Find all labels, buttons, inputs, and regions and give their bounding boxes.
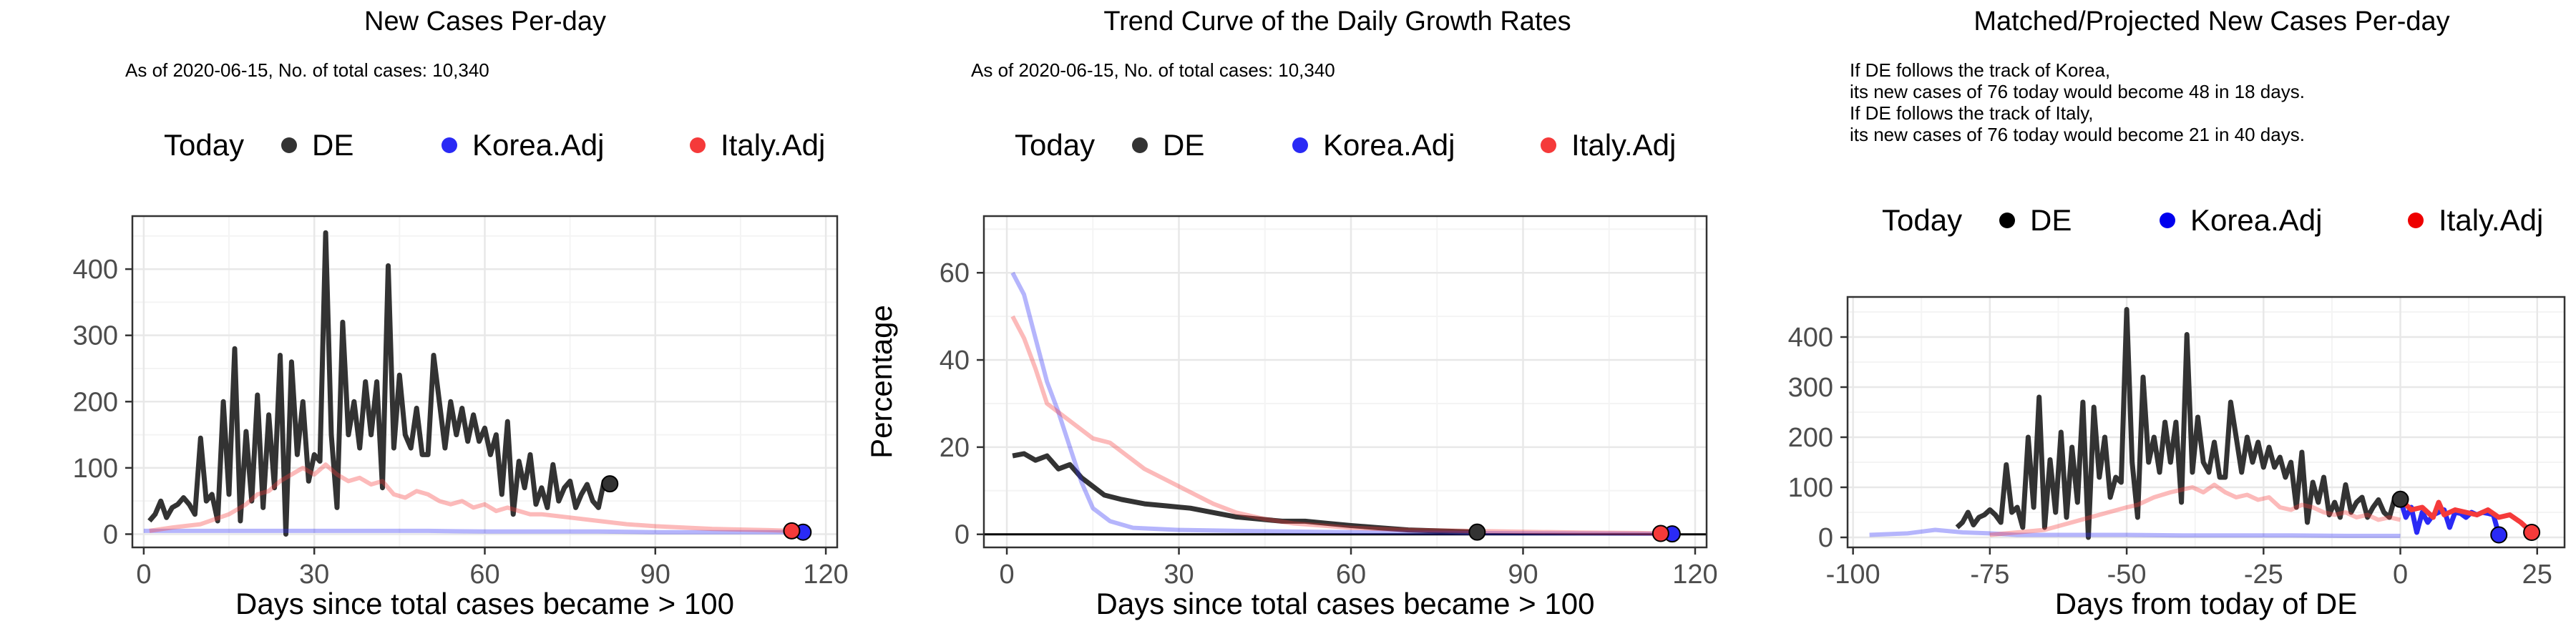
y-tick-label: 300	[73, 321, 118, 351]
chart-subtitle: As of 2020-06-15, No. of total cases: 10…	[125, 59, 489, 81]
legend-marker-korea-adj	[441, 137, 457, 153]
legend-marker-de	[1132, 137, 1148, 153]
legend-title: Today	[1015, 128, 1095, 162]
legend-marker-de	[1999, 213, 2015, 228]
series-italy-adj-today-point	[1652, 525, 1669, 542]
series-korea-adj-line	[1010, 271, 1672, 537]
legend-marker-italy-adj	[690, 137, 706, 153]
y-tick-label: 40	[940, 346, 970, 376]
x-tick-label: 0	[2393, 560, 2408, 590]
chart-title: Matched/Projected New Cases Per-day	[1974, 6, 2449, 36]
y-tick-label: 20	[940, 433, 970, 463]
series-korea-adj-today-point	[2490, 526, 2508, 544]
y-tick-label: 0	[1818, 523, 1833, 553]
chart-annotation-line: If DE follows the track of Italy,	[1850, 102, 2094, 124]
x-tick-label: 0	[999, 560, 1014, 590]
x-tick-label: 60	[469, 560, 499, 590]
series-italy-adj-today-point	[783, 522, 801, 540]
panel-border	[1846, 296, 2566, 549]
x-tick-label: -75	[1970, 560, 2009, 590]
series-de-today-point	[601, 475, 619, 493]
series-italy-adj-history-line	[1989, 482, 2401, 537]
axes: 0 30 60 90 120 0 100 200 300 400 Days since total …	[73, 255, 849, 620]
y-tick-label: 0	[955, 520, 970, 550]
chart-panel-1: New Cases Per-day As of 2020-06-15, No. o…	[73, 6, 849, 620]
legend-label: Korea.Adj	[1323, 128, 1455, 162]
chart-legend: Today DE Korea.Adj Italy.Adj	[1882, 203, 2543, 237]
series-korea-adj-line	[143, 528, 804, 535]
chart-annotation-line: If DE follows the track of Korea,	[1850, 59, 2110, 81]
legend-label: Italy.Adj	[721, 128, 825, 162]
x-tick-label: 120	[803, 560, 848, 590]
x-tick-label: -100	[1826, 560, 1880, 590]
chart-grid	[984, 216, 1707, 547]
legend-label: Korea.Adj	[2190, 203, 2322, 237]
legend-marker-korea-adj	[2160, 213, 2175, 228]
legend-title: Today	[1882, 203, 1962, 237]
x-axis-label: Days from today of DE	[2055, 587, 2357, 620]
legend-title: Today	[164, 128, 244, 162]
chart-annotation-line: its new cases of 76 today would become 2…	[1850, 124, 2305, 145]
x-axis-label: Days since total cases became > 100	[235, 587, 734, 620]
legend-label: Italy.Adj	[1571, 128, 1676, 162]
series-de-line	[1012, 451, 1478, 535]
x-tick-label: 25	[2522, 560, 2552, 590]
chart-legend: Today DE Korea.Adj Italy.Adj	[164, 128, 825, 162]
legend-marker-italy-adj	[1541, 137, 1556, 153]
series-korea-adj-history-line	[1869, 527, 2401, 538]
chart-title: Trend Curve of the Daily Growth Rates	[1103, 6, 1571, 36]
legend-label: Italy.Adj	[2439, 203, 2543, 237]
y-tick-label: 100	[73, 454, 118, 484]
x-tick-label: 120	[1672, 560, 1717, 590]
y-axis-label: Percentage	[864, 305, 898, 459]
chart-panel-2: Trend Curve of the Daily Growth Rates As …	[864, 6, 1718, 620]
series-de-line	[147, 230, 611, 537]
y-tick-label: 200	[1788, 423, 1833, 453]
y-tick-label: 60	[940, 258, 970, 288]
x-tick-label: -50	[2107, 560, 2147, 590]
x-tick-label: -25	[2244, 560, 2283, 590]
axes: -100 -75 -50 -25 0 25 0 100 200 300 400 Days from t…	[1788, 323, 2552, 620]
legend-marker-italy-adj	[2408, 213, 2424, 228]
series-italy-adj-line	[149, 462, 792, 533]
chart-panel-3: Matched/Projected New Cases Per-day If DE…	[1788, 6, 2566, 620]
x-tick-label: 30	[1163, 560, 1194, 590]
series-korea-adj-projection-line	[2398, 498, 2502, 536]
x-tick-label: 30	[299, 560, 329, 590]
legend-marker-de	[281, 137, 297, 153]
y-tick-label: 400	[73, 255, 118, 285]
panel-border	[982, 215, 1708, 549]
y-tick-label: 200	[73, 387, 118, 417]
legend-label: DE	[2030, 203, 2072, 237]
y-tick-label: 100	[1788, 473, 1833, 503]
chart-subtitle: As of 2020-06-15, No. of total cases: 10…	[971, 59, 1335, 81]
chart-legend: Today DE Korea.Adj Italy.Adj	[1015, 128, 1676, 162]
series-de-line	[1955, 307, 2401, 540]
chart-grid	[132, 216, 837, 547]
series-italy-adj-projection-line	[2399, 497, 2534, 535]
y-tick-label: 300	[1788, 373, 1833, 403]
x-tick-label: 60	[1336, 560, 1366, 590]
y-tick-label: 400	[1788, 323, 1833, 353]
chart-title: New Cases Per-day	[364, 6, 606, 36]
x-tick-label: 90	[640, 560, 670, 590]
legend-marker-korea-adj	[1292, 137, 1308, 153]
x-tick-label: 90	[1508, 560, 1538, 590]
series-italy-adj-today-point	[2523, 524, 2541, 541]
chart-annotation-line: its new cases of 76 today would become 4…	[1850, 81, 2305, 102]
series-de-today-point	[1468, 523, 1486, 541]
x-tick-label: 0	[136, 560, 151, 590]
x-axis-label: Days since total cases became > 100	[1096, 587, 1595, 620]
y-tick-label: 0	[103, 519, 118, 550]
legend-label: Korea.Adj	[472, 128, 604, 162]
legend-label: DE	[1163, 128, 1204, 162]
series-italy-adj-line	[1010, 315, 1661, 536]
legend-label: DE	[312, 128, 353, 162]
series-de-today-point	[2391, 490, 2409, 508]
